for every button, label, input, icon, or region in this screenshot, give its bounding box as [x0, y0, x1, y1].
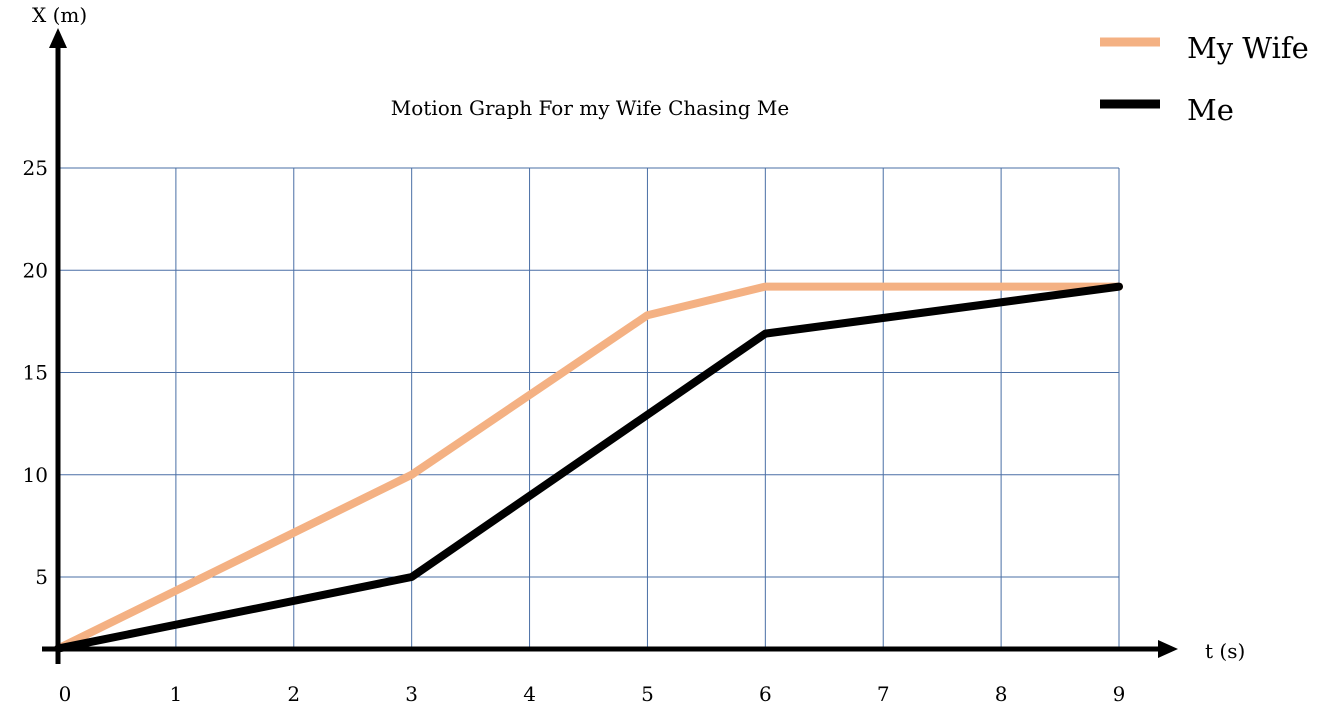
series-layer [54, 282, 1123, 653]
x-tick-label: 1 [170, 682, 183, 706]
x-tick-label: 2 [287, 682, 300, 706]
y-tick-label: 10 [23, 463, 48, 487]
y-tick-label: 15 [23, 361, 48, 385]
legend-label: Me [1187, 93, 1234, 127]
legend-label: My Wife [1187, 31, 1309, 65]
legend: My Wife Me [1100, 31, 1309, 127]
x-tick-labels: 0 1 2 3 4 5 6 7 8 9 [59, 682, 1126, 706]
chart-title: Motion Graph For my Wife Chasing Me [391, 96, 789, 120]
x-tick-label: 9 [1113, 682, 1126, 706]
x-tick-label: 3 [405, 682, 418, 706]
series-line-me [54, 282, 1123, 653]
grid-lines [58, 167, 1120, 649]
x-tick-label: 8 [995, 682, 1008, 706]
x-axis-title: t (s) [1205, 639, 1245, 663]
x-tick-label: 7 [877, 682, 890, 706]
series-line-my-wife [54, 282, 1123, 653]
x-tick-label: 6 [759, 682, 772, 706]
y-tick-labels: 5 10 15 20 25 [23, 156, 48, 589]
y-tick-label: 25 [23, 156, 48, 180]
y-axis-arrow [49, 28, 67, 48]
x-tick-label: 5 [641, 682, 654, 706]
y-axis-title: X (m) [32, 3, 87, 27]
y-tick-label: 5 [35, 565, 48, 589]
axes [42, 28, 1178, 664]
x-tick-label: 0 [59, 682, 72, 706]
x-axis-arrow [1158, 640, 1178, 658]
y-tick-label: 20 [23, 258, 48, 282]
x-tick-label: 4 [523, 682, 536, 706]
